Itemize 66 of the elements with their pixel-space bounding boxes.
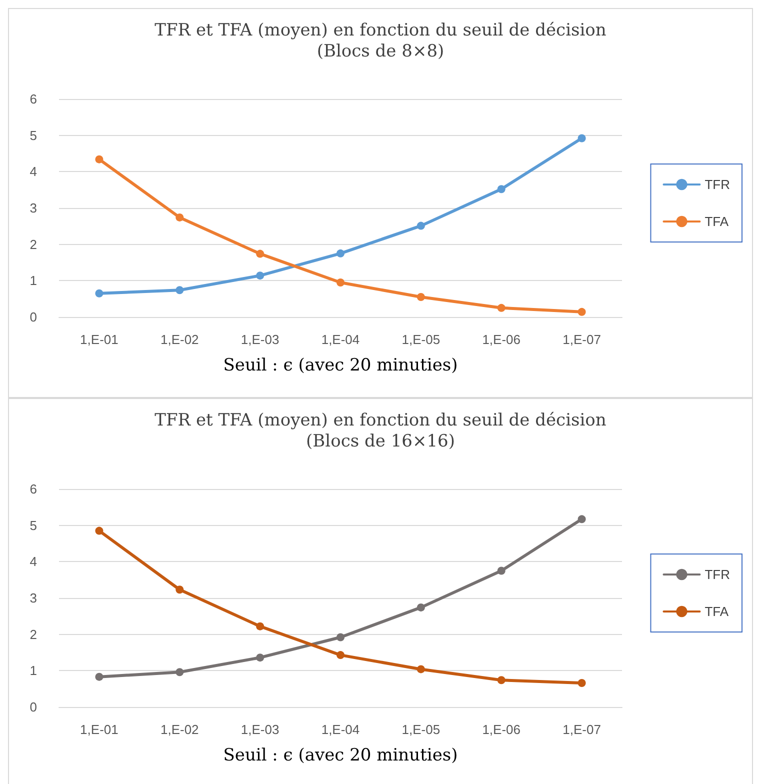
point xyxy=(256,654,264,662)
y-tick-label: 3 xyxy=(30,590,37,606)
point xyxy=(256,272,264,280)
point xyxy=(256,250,264,258)
y-tick-label: 6 xyxy=(30,482,37,496)
point xyxy=(95,526,104,535)
x-tick-label: 1,E-06 xyxy=(482,332,521,347)
point xyxy=(497,185,506,194)
point xyxy=(578,308,586,316)
x-tick-label: 1,E-05 xyxy=(402,722,440,737)
y-tick-label: 5 xyxy=(30,518,37,533)
x-tick-label: 1,E-07 xyxy=(562,332,601,347)
chart-title: TFR et TFA (moyen) en fonction du seuil de décision xyxy=(154,20,606,40)
chart-subtitle: (Blocs de 16×16) xyxy=(306,432,455,452)
point xyxy=(256,622,264,630)
x-tick-label: 1,E-02 xyxy=(160,332,199,347)
legend-label: TFA xyxy=(704,214,729,229)
point xyxy=(416,603,425,612)
y-tick-label: 0 xyxy=(30,310,37,324)
point xyxy=(416,293,425,302)
y-tick-label: 3 xyxy=(30,200,37,216)
point xyxy=(578,679,586,688)
x-tick-label: 1,E-07 xyxy=(562,722,601,737)
point xyxy=(176,213,184,222)
y-tick-label: 6 xyxy=(30,92,37,106)
x-tick-label: 1,E-06 xyxy=(482,722,521,737)
y-tick-label: 1 xyxy=(30,663,37,678)
chart-title: TFR et TFA (moyen) en fonction du seuil de décision xyxy=(154,410,606,430)
point xyxy=(336,278,344,286)
x-tick-label: 1,E-04 xyxy=(321,332,360,347)
x-tick-label: 1,E-04 xyxy=(321,722,360,737)
x-tick-label: 1,E-01 xyxy=(80,332,118,347)
point xyxy=(497,676,506,684)
y-tick-label: 4 xyxy=(30,554,37,570)
y-tick-label: 2 xyxy=(30,626,37,642)
chart-subtitle: (Blocs de 8×8) xyxy=(316,42,444,62)
y-tick-label: 5 xyxy=(30,128,37,143)
x-tick-label: 1,E-05 xyxy=(402,332,440,347)
y-tick-label: 0 xyxy=(30,700,37,714)
point xyxy=(95,155,104,164)
point xyxy=(95,672,104,681)
x-tick-label: 1,E-02 xyxy=(160,722,199,737)
point xyxy=(578,515,586,524)
point xyxy=(336,249,344,258)
point xyxy=(336,651,344,660)
y-tick-label: 2 xyxy=(30,236,37,252)
legend-label: TFR xyxy=(704,567,730,582)
point xyxy=(176,286,184,294)
point xyxy=(416,222,425,230)
x-axis-title: Seuil : ϵ (avec 20 minuties) xyxy=(223,746,458,766)
x-tick-label: 1,E-03 xyxy=(240,722,280,737)
legend-label: TFA xyxy=(704,604,729,619)
legend-label: TFR xyxy=(704,177,730,192)
x-axis-title: Seuil : ϵ (avec 20 minuties) xyxy=(223,356,458,376)
point xyxy=(416,665,425,674)
y-tick-label: 1 xyxy=(30,273,37,288)
point xyxy=(95,289,104,298)
point xyxy=(176,586,184,594)
point xyxy=(176,668,184,676)
point xyxy=(497,566,506,575)
point xyxy=(336,633,344,642)
point xyxy=(578,134,586,142)
y-tick-label: 4 xyxy=(30,164,37,180)
x-tick-label: 1,E-01 xyxy=(80,722,118,737)
point xyxy=(497,304,506,312)
x-tick-label: 1,E-03 xyxy=(240,332,280,347)
